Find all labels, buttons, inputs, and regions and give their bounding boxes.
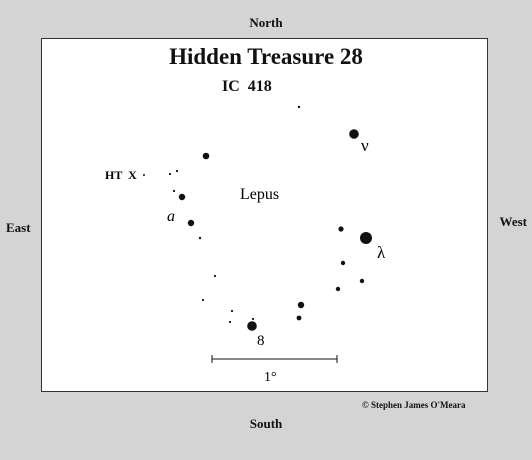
copyright-credit: © Stephen James O'Meara	[362, 400, 466, 410]
target-marker	[143, 174, 145, 176]
star	[175, 169, 179, 173]
star-nu	[349, 129, 359, 139]
star-label-lambda: λ	[377, 243, 386, 262]
chart-title: Hidden Treasure 28	[169, 44, 363, 69]
scale-bar	[211, 355, 338, 363]
star	[213, 274, 217, 278]
star	[340, 260, 346, 266]
star	[230, 309, 234, 313]
star	[201, 298, 205, 302]
star-a	[178, 193, 186, 201]
star	[297, 301, 305, 309]
star	[335, 286, 341, 292]
star	[251, 317, 255, 321]
star	[297, 105, 301, 109]
compass-north-label: North	[249, 15, 283, 30]
target-label: HT X	[105, 168, 137, 182]
star	[198, 236, 202, 240]
star-label-8: 8	[257, 333, 265, 349]
star	[172, 189, 176, 193]
compass-east-label: East	[6, 220, 31, 235]
star	[338, 226, 344, 232]
star-label-a: a	[167, 208, 175, 225]
star	[187, 219, 195, 227]
chart-subtitle: IC 418	[222, 78, 272, 95]
compass-south-label: South	[249, 416, 283, 431]
compass-west-label: West	[499, 214, 527, 229]
star	[202, 152, 210, 160]
star-chart-panel	[41, 38, 488, 392]
star	[296, 315, 302, 321]
star	[168, 172, 172, 176]
star	[359, 278, 365, 284]
star-lambda	[360, 232, 372, 244]
constellation-label: Lepus	[240, 186, 279, 203]
star	[228, 320, 232, 324]
star-label-nu: ν	[361, 136, 369, 155]
scale-bar-label: 1°	[264, 370, 277, 385]
star-8	[247, 321, 257, 331]
